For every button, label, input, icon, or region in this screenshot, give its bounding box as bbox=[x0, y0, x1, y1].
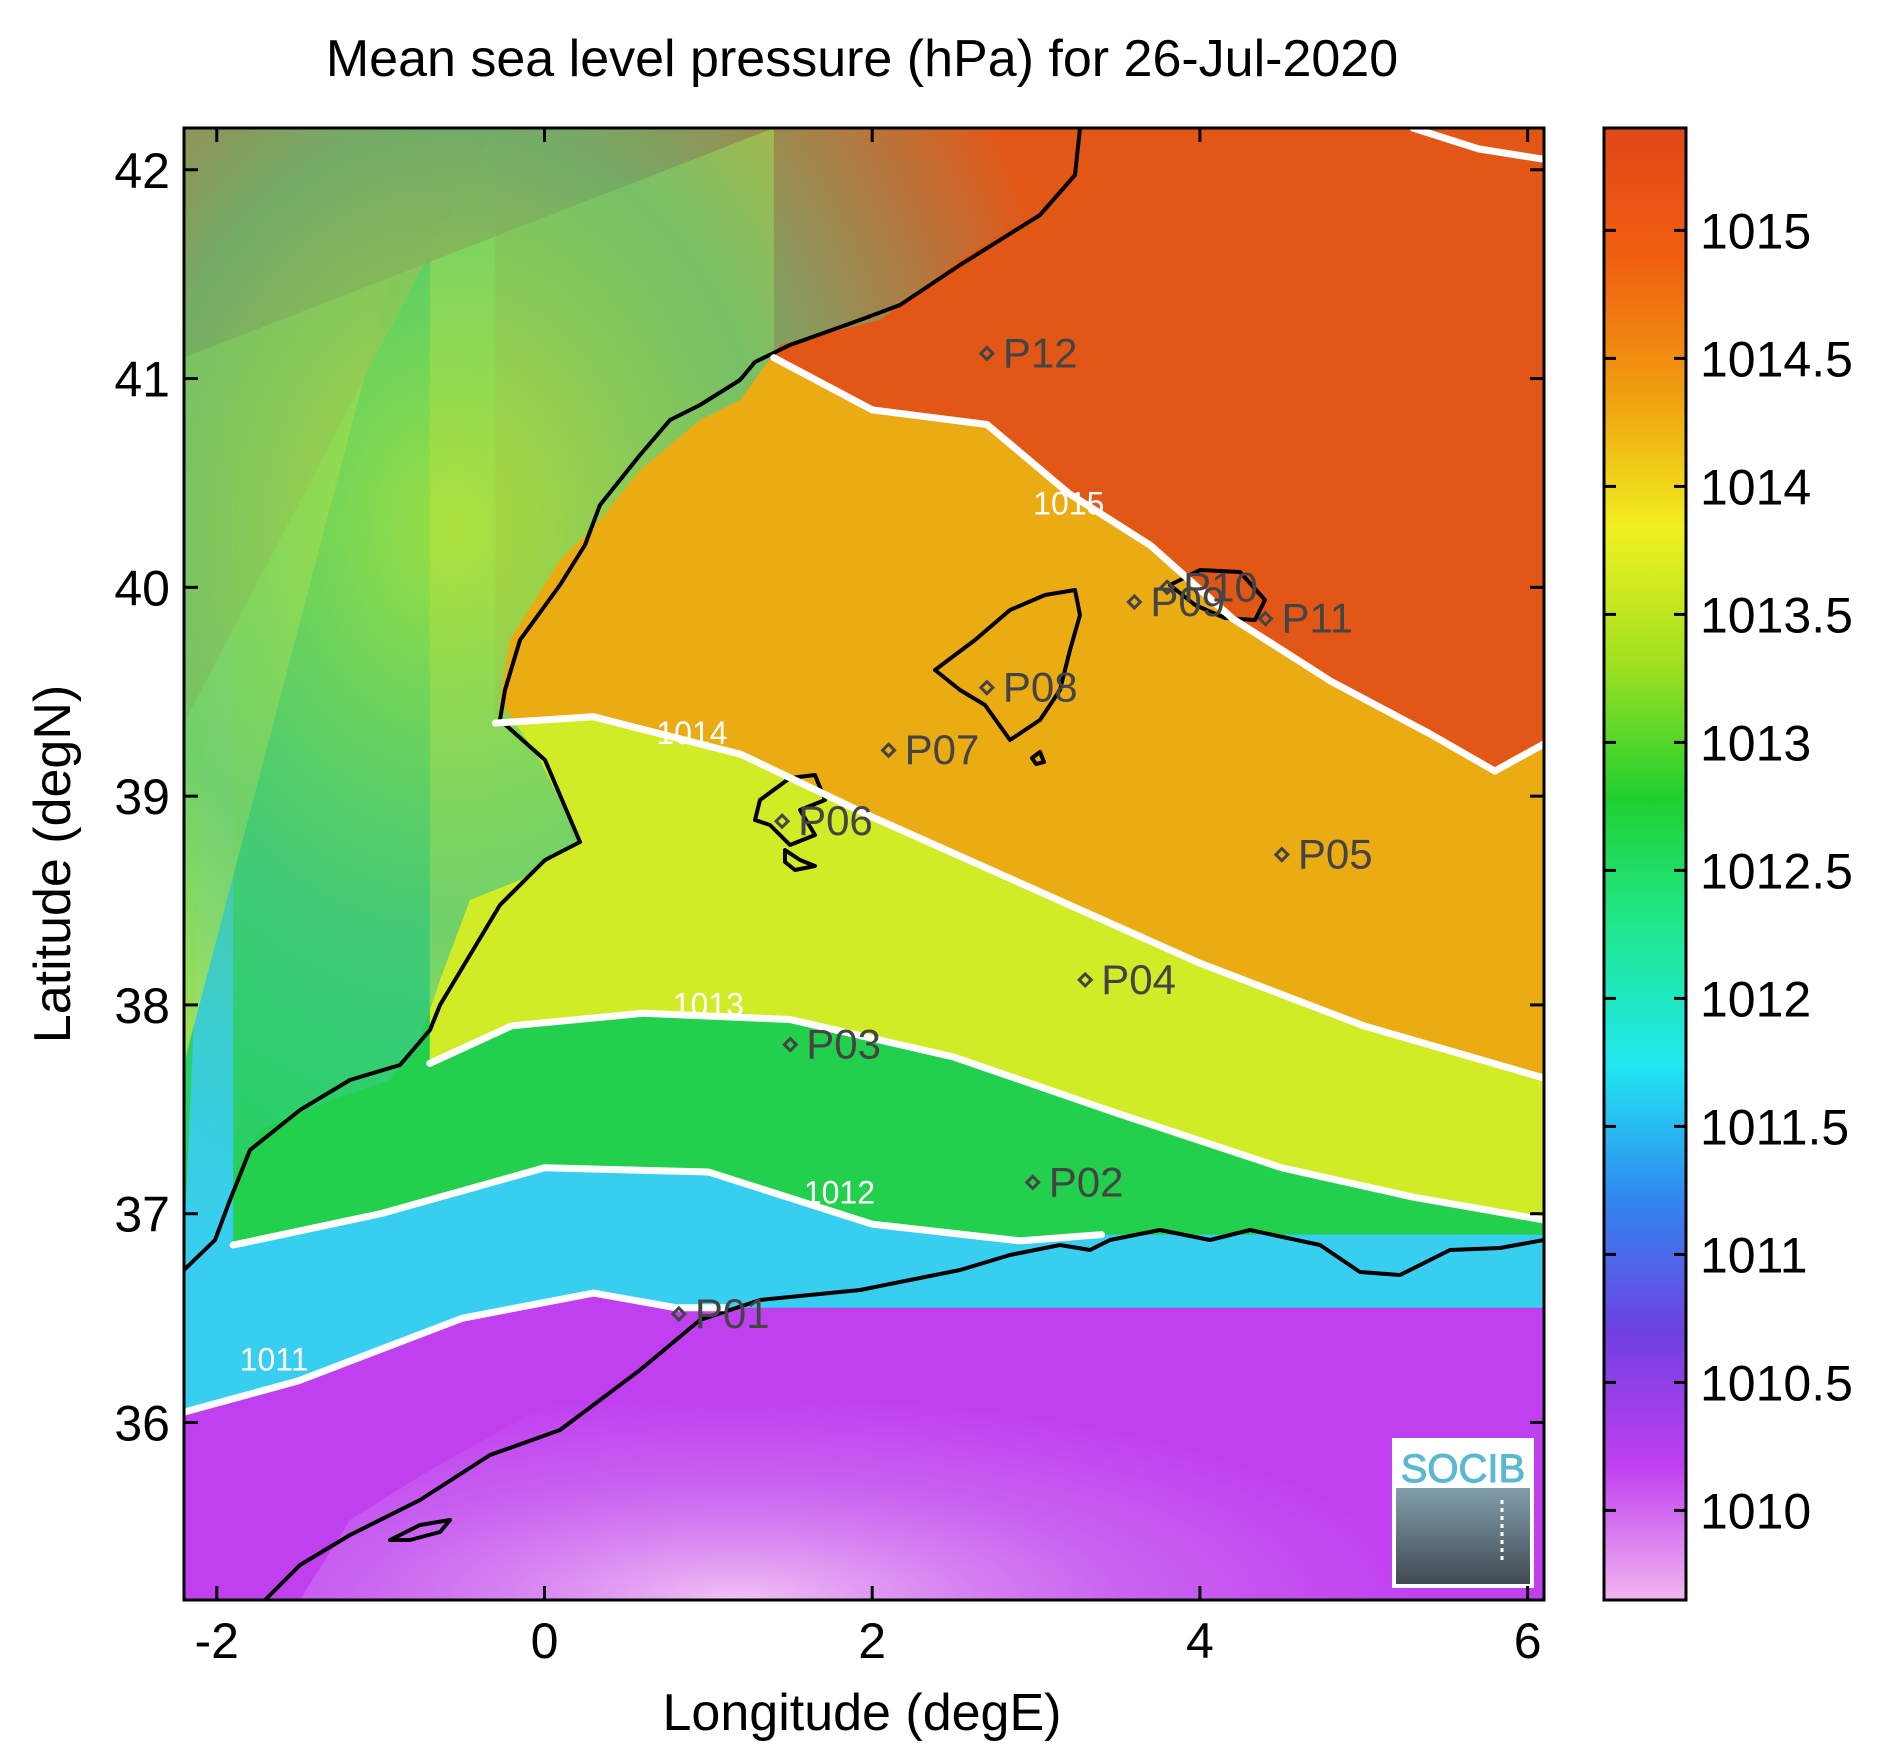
isobar-line bbox=[229, 1164, 1106, 1249]
station-label: P08 bbox=[1003, 664, 1078, 711]
isobar-line bbox=[491, 713, 1544, 1082]
station-marker bbox=[978, 679, 996, 696]
station-marker bbox=[773, 813, 791, 830]
coastline-menorca bbox=[1168, 568, 1267, 622]
colorbar-tick-label: 1014.5 bbox=[1700, 331, 1853, 387]
isobar-label: 1015 bbox=[1033, 485, 1104, 521]
x-tick-label: 0 bbox=[531, 1613, 559, 1669]
colorbar-ticks: 1010 1010.5 1011 1011.5 1012 1012.5 1013 1013.5… bbox=[1604, 203, 1853, 1539]
colorbar-tick-label: 1010.5 bbox=[1700, 1355, 1853, 1411]
map-frame bbox=[182, 126, 1546, 1602]
isobar-line bbox=[1409, 128, 1544, 163]
coastline-africa bbox=[263, 1228, 1544, 1600]
colorbar-tick-label: 1010 bbox=[1700, 1483, 1811, 1539]
station-label: P07 bbox=[905, 726, 980, 773]
isobar-label: 1011 bbox=[240, 1341, 309, 1377]
colorbar: 1010 1010.5 1011 1011.5 1012 1012.5 1013 1013.5… bbox=[1602, 126, 1853, 1602]
y-tick-label: 42 bbox=[114, 143, 170, 199]
colorbar-tick-label: 1015 bbox=[1700, 203, 1811, 259]
y-tick-label: 38 bbox=[114, 978, 170, 1034]
x-axis-label: Longitude (degE) bbox=[663, 1684, 1062, 1742]
map-area: 1011 1012 1013 1014 1015 P01 P02 P03 P04 P05 P06 P… bbox=[184, 128, 1544, 1600]
x-tick-label: 2 bbox=[858, 1613, 886, 1669]
station-marker bbox=[978, 345, 996, 362]
station-label: P02 bbox=[1049, 1158, 1124, 1205]
colorbar-tick-label: 1012 bbox=[1700, 971, 1811, 1027]
x-tick-label: 4 bbox=[1186, 1613, 1214, 1669]
colorbar-tick-label: 1011 bbox=[1700, 1227, 1808, 1283]
isobar-label: 1012 bbox=[804, 1174, 875, 1210]
station-label: P05 bbox=[1298, 831, 1373, 878]
field-band bbox=[184, 128, 1544, 772]
station-marker bbox=[670, 1305, 687, 1323]
station-marker bbox=[1257, 610, 1274, 627]
isobar-line bbox=[770, 354, 1544, 775]
coastline-ibiza bbox=[753, 773, 827, 847]
station-marker bbox=[1159, 579, 1176, 596]
station-label: P03 bbox=[806, 1021, 881, 1068]
socib-logo: SOCIB bbox=[1392, 1438, 1534, 1588]
isobar-line bbox=[426, 1009, 1544, 1224]
chart-title: Mean sea level pressure (hPa) for 26-Jul… bbox=[326, 30, 1398, 88]
isobar-line bbox=[184, 1289, 729, 1416]
station-marker bbox=[1126, 593, 1143, 611]
coastline-cabrera bbox=[1030, 750, 1046, 766]
y-axis-ticks: 36 37 38 39 40 41 42 bbox=[114, 143, 1544, 1452]
colorbar-tick-label: 1014 bbox=[1700, 459, 1811, 515]
station-marker bbox=[880, 742, 897, 759]
y-axis-label: Latitude (degN) bbox=[24, 685, 82, 1043]
x-tick-label: 6 bbox=[1514, 1613, 1542, 1669]
y-tick-label: 37 bbox=[114, 1187, 170, 1243]
coastline-alboran-spit bbox=[388, 1518, 452, 1542]
land-africa-shading bbox=[300, 1230, 1544, 1600]
station-marker bbox=[1077, 971, 1094, 989]
x-axis-ticks: -2 0 2 4 6 bbox=[195, 128, 1542, 1669]
station-label: P06 bbox=[798, 797, 873, 844]
y-tick-label: 39 bbox=[114, 769, 170, 825]
colorbar-tick-label: 1013.5 bbox=[1700, 587, 1853, 643]
colorbar-tick-label: 1011.5 bbox=[1700, 1099, 1849, 1155]
station-label: P01 bbox=[695, 1290, 770, 1337]
station-label: P12 bbox=[1003, 329, 1078, 376]
coastline-formentera bbox=[783, 848, 817, 872]
coastlines bbox=[184, 128, 1544, 1600]
isobars: 1011 1012 1013 1014 1015 bbox=[184, 128, 1544, 1416]
y-tick-label: 40 bbox=[114, 560, 170, 616]
y-tick-label: 41 bbox=[114, 352, 170, 408]
land-iberia-shading bbox=[184, 128, 1080, 1270]
y-tick-label: 36 bbox=[114, 1396, 170, 1452]
coastline-iberia bbox=[184, 128, 1082, 1272]
colorbar-gradient bbox=[1602, 126, 1688, 1602]
isobar-label: 1013 bbox=[673, 986, 744, 1022]
isobar-label: 1014 bbox=[656, 715, 727, 751]
colorbar-tick-label: 1013 bbox=[1700, 715, 1811, 771]
station-marker bbox=[782, 1036, 799, 1053]
station-label: P10 bbox=[1183, 563, 1258, 610]
station-label: P11 bbox=[1281, 595, 1353, 642]
station-marker bbox=[1024, 1174, 1041, 1191]
station-label: P04 bbox=[1101, 956, 1176, 1003]
colorbar-tick-label: 1012.5 bbox=[1700, 843, 1853, 899]
coastline-mallorca bbox=[933, 588, 1082, 742]
station-marker bbox=[1273, 846, 1290, 863]
x-tick-label: -2 bbox=[195, 1613, 239, 1669]
logo-text: SOCIB bbox=[1401, 1447, 1525, 1491]
